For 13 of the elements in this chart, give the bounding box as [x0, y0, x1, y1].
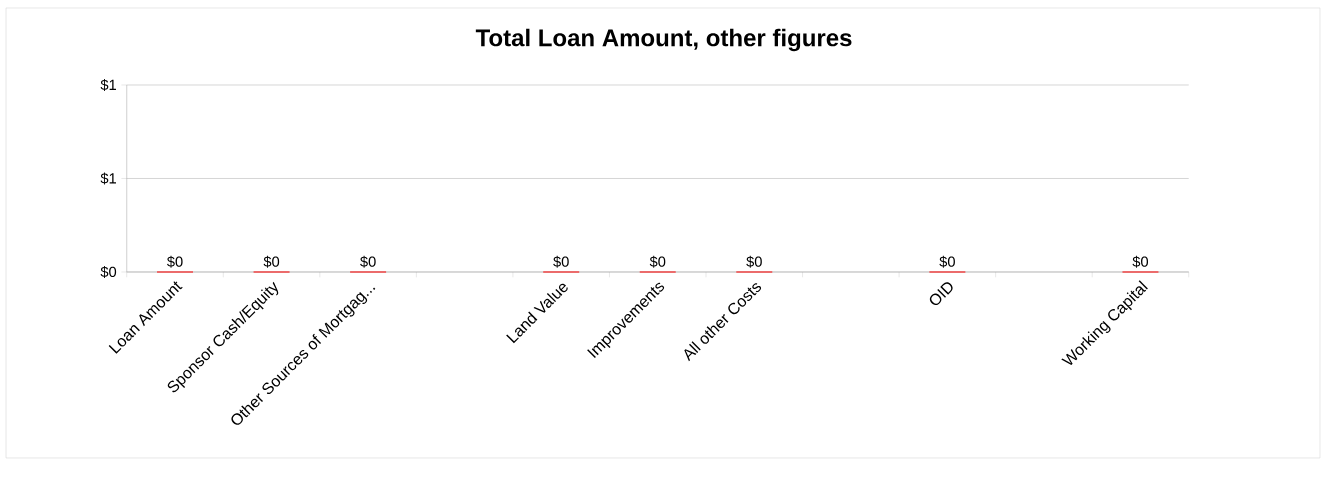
data-label: $0 — [1132, 255, 1149, 268]
data-label: $0 — [939, 255, 955, 268]
y-tick-label: $1 — [100, 172, 116, 185]
data-label: $0 — [360, 255, 376, 268]
data-label: $0 — [649, 255, 666, 268]
y-tick-label: $0 — [100, 266, 117, 278]
data-label: $0 — [553, 255, 569, 268]
y-tick-label: $1 — [100, 79, 116, 91]
data-label: $0 — [746, 255, 762, 268]
data-label: $0 — [167, 255, 183, 268]
data-label: $0 — [263, 255, 280, 268]
chart-title: Total Loan Amount, other figures — [475, 28, 852, 52]
x-tick-label: OID — [929, 282, 953, 306]
